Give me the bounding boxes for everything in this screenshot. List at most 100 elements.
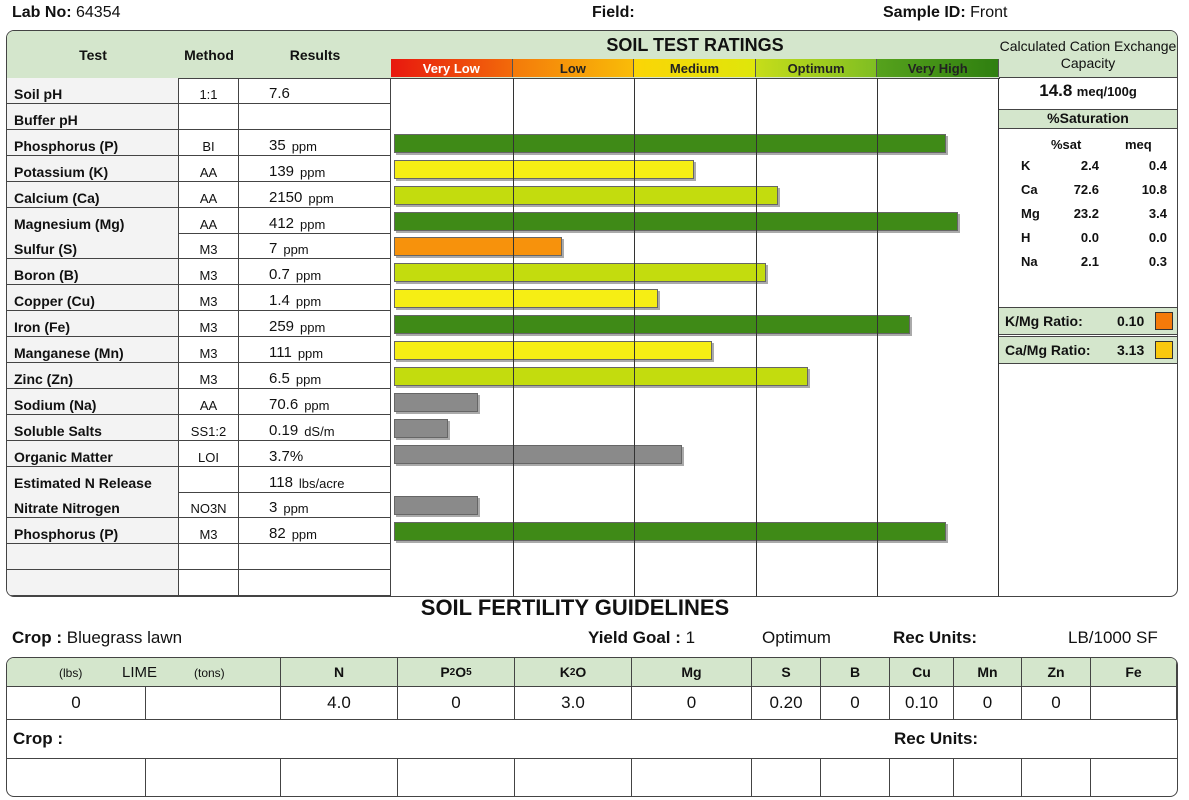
result-unit: ppm <box>304 397 330 413</box>
test-result: 82 ppm <box>239 518 391 544</box>
ratings-title: SOIL TEST RATINGS <box>606 35 784 55</box>
test-result: 2150 ppm <box>239 181 391 207</box>
nutrient-subscript: 2 <box>569 666 576 678</box>
rating-bar <box>394 392 478 412</box>
table-row: Copper (Cu) M3 1.4 ppm <box>7 285 391 312</box>
test-result: 259 ppm <box>239 311 391 337</box>
test-method: AA <box>179 207 239 233</box>
test-name: Magnesium (Mg) <box>7 207 179 233</box>
saturation-row: H 0.0 0.0 <box>999 227 1177 251</box>
rating-bar <box>394 159 694 179</box>
table-row <box>7 544 391 571</box>
test-result: 1.4 ppm <box>239 285 391 311</box>
table-row: Calcium (Ca) AA 2150 ppm <box>7 181 391 208</box>
empty-cell <box>7 758 954 796</box>
rating-gridline <box>512 78 514 596</box>
table-row: Sodium (Na) AA 70.6 ppm <box>7 388 391 415</box>
test-name: Calcium (Ca) <box>7 181 179 207</box>
empty-cell <box>179 570 239 596</box>
test-result: 7.6 <box>239 78 391 103</box>
result-unit: ppm <box>297 346 324 361</box>
test-method <box>179 103 239 129</box>
rating-bar <box>394 341 712 360</box>
camg-ratio: Ca/Mg Ratio: 3.13 <box>999 336 1177 364</box>
soil-test-panel: Test Method Results SOIL TEST RATINGS Ve… <box>6 30 1178 597</box>
test-result: 7 ppm <box>239 233 391 259</box>
nutrient-value: 0 <box>954 687 1022 720</box>
rec-units-value: LB/1000 SF <box>1068 628 1158 647</box>
sat-cell: 0.0 <box>1148 230 1167 245</box>
result-value: 3 <box>269 499 278 517</box>
lime-lbs-value: 0 <box>7 687 146 720</box>
sat-cell: 23.2 <box>1073 206 1099 221</box>
table-row: Magnesium (Mg) AA 412 ppm <box>7 207 391 234</box>
result-unit: ppm <box>291 138 317 154</box>
test-name: Zinc (Zn) <box>7 362 179 388</box>
rating-bar <box>394 418 448 438</box>
table-row: Potassium (K) AA 139 ppm <box>7 155 391 182</box>
nutrient-value: 0 <box>398 687 515 720</box>
sample-id-value: Front <box>970 4 1008 21</box>
sat-cell: 72.6 <box>1073 182 1099 197</box>
result-value: 259 <box>269 318 295 336</box>
saturation-row: K 2.4 0.4 <box>999 155 1177 179</box>
result-unit: lbs/acre <box>298 475 345 491</box>
rating-bar <box>394 366 808 386</box>
test-result: 111 ppm <box>239 337 391 362</box>
nutrient-label: Zn <box>1047 664 1065 680</box>
test-name: Manganese (Mn) <box>7 337 179 362</box>
table-row: Phosphorus (P) BI 35 ppm <box>7 129 391 156</box>
test-result: 139 ppm <box>239 155 391 181</box>
nutrient-header: Fe <box>1091 658 1177 687</box>
test-name: Phosphorus (P) <box>7 518 179 544</box>
result-value: 7 <box>269 240 278 258</box>
test-method <box>179 544 239 570</box>
test-name: Estimated N Release <box>7 466 179 492</box>
sat-cell: 2.1 <box>1080 254 1099 269</box>
nutrient-label: P <box>440 664 450 680</box>
chart-right-border <box>998 78 999 596</box>
test-method: SS1:2 <box>179 414 239 440</box>
rating-bar <box>394 496 478 516</box>
sat-cell: Ca <box>1021 182 1038 197</box>
sat-cell: Mg <box>1021 206 1040 221</box>
saturation-row: Mg 23.2 3.4 <box>999 203 1177 227</box>
sat-cell: H <box>1021 230 1031 245</box>
table-row: Soluble Salts SS1:2 0.19 dS/m <box>7 414 391 441</box>
test-name: Soluble Salts <box>7 414 179 440</box>
test-name <box>7 544 179 570</box>
test-result: 0.7 ppm <box>239 259 391 285</box>
nutrient-header: Zn <box>1022 658 1091 687</box>
empty-cell <box>7 570 179 596</box>
nutrient-value <box>1091 687 1177 720</box>
test-name: Phosphorus (P) <box>7 129 179 155</box>
guidelines-table: (lbs) LIME (tons) 0 N 4.0 P 2 O 5 0 K 2 O 3.0 Mg 0 S 0… <box>6 657 1178 797</box>
result-value: 1.4 <box>269 292 290 310</box>
lab-no-value: 64354 <box>76 4 121 21</box>
test-method: M3 <box>179 311 239 337</box>
table-row: Phosphorus (P) M3 82 ppm <box>7 518 391 545</box>
table-row: Iron (Fe) M3 259 ppm <box>7 311 391 338</box>
rating-gridline <box>877 78 879 596</box>
result-unit: ppm <box>300 216 326 232</box>
nutrient-value: 0.20 <box>752 687 821 720</box>
rating-bar <box>394 289 658 309</box>
rating-bar <box>394 237 562 257</box>
test-result: 70.6 ppm <box>239 388 391 414</box>
test-name: Sodium (Na) <box>7 388 179 414</box>
col-method-header: Method <box>179 31 240 79</box>
nutrient-label: S <box>781 664 791 680</box>
rating-level-very-high: Very High <box>877 59 999 77</box>
nutrient-value: 3.0 <box>515 687 632 720</box>
test-method: BI <box>179 129 239 155</box>
yield-goal: Yield Goal : 1 <box>588 628 696 647</box>
test-method: M3 <box>179 285 239 311</box>
table-row: Boron (B) M3 0.7 ppm <box>7 259 391 286</box>
nutrient-label-2: O <box>575 664 587 680</box>
sat-cell: K <box>1021 158 1031 173</box>
nutrient-label: Mn <box>977 664 998 680</box>
test-method: AA <box>179 388 239 414</box>
rating-bar <box>394 263 766 283</box>
test-method: M3 <box>179 259 239 285</box>
result-value: 82 <box>269 525 286 543</box>
